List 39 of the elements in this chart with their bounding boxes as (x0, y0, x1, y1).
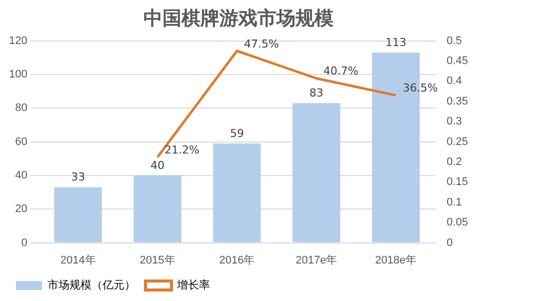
legend-label: 增长率 (176, 278, 210, 292)
x-tick-label: 2018e年 (375, 254, 417, 266)
data-label: 40 (150, 158, 165, 172)
y2-tick-label: 0.2 (446, 156, 462, 168)
data-label: 47.5% (244, 37, 279, 50)
data-label: 59 (230, 126, 244, 140)
y2-tick-label: 0.45 (446, 55, 468, 68)
y-tick-label: 60 (15, 136, 28, 148)
y-tick-label: 20 (15, 203, 28, 216)
data-label: 33 (71, 170, 86, 184)
chart-title: 中国棋牌游戏市场规模 (144, 7, 334, 30)
y-tick-label: 120 (8, 34, 28, 47)
bar (213, 143, 261, 242)
y-tick-label: 100 (8, 68, 28, 80)
y2-tick-label: 0.5 (446, 34, 462, 47)
data-label: 113 (385, 36, 406, 49)
y-tick-label: 40 (15, 170, 28, 182)
x-tick-label: 2017e年 (296, 254, 338, 266)
bar (54, 187, 102, 242)
data-label: 36.5% (402, 82, 438, 95)
y2-tick-label: 0 (446, 236, 453, 249)
y-tick-label: 0 (21, 236, 28, 249)
y2-tick-label: 0.05 (446, 216, 468, 229)
y2-tick-label: 0.15 (446, 176, 468, 188)
y2-tick-label: 0.35 (446, 95, 468, 108)
data-label: 83 (309, 86, 324, 100)
x-tick-label: 2016年 (219, 254, 255, 266)
y-tick-label: 80 (15, 102, 28, 114)
y2-tick-label: 0.25 (446, 136, 468, 148)
x-tick-label: 2015年 (140, 254, 176, 266)
data-label: 21.2% (164, 144, 200, 157)
data-label: 40.7% (323, 64, 358, 78)
y2-tick-label: 0.4 (446, 75, 462, 88)
legend-label: 市场规模（亿元） (48, 278, 136, 292)
bar (292, 103, 340, 242)
y2-tick-label: 0.3 (446, 116, 462, 128)
y2-tick-label: 0.1 (446, 196, 462, 208)
bar (134, 175, 182, 242)
x-tick-label: 2014年 (60, 254, 96, 266)
